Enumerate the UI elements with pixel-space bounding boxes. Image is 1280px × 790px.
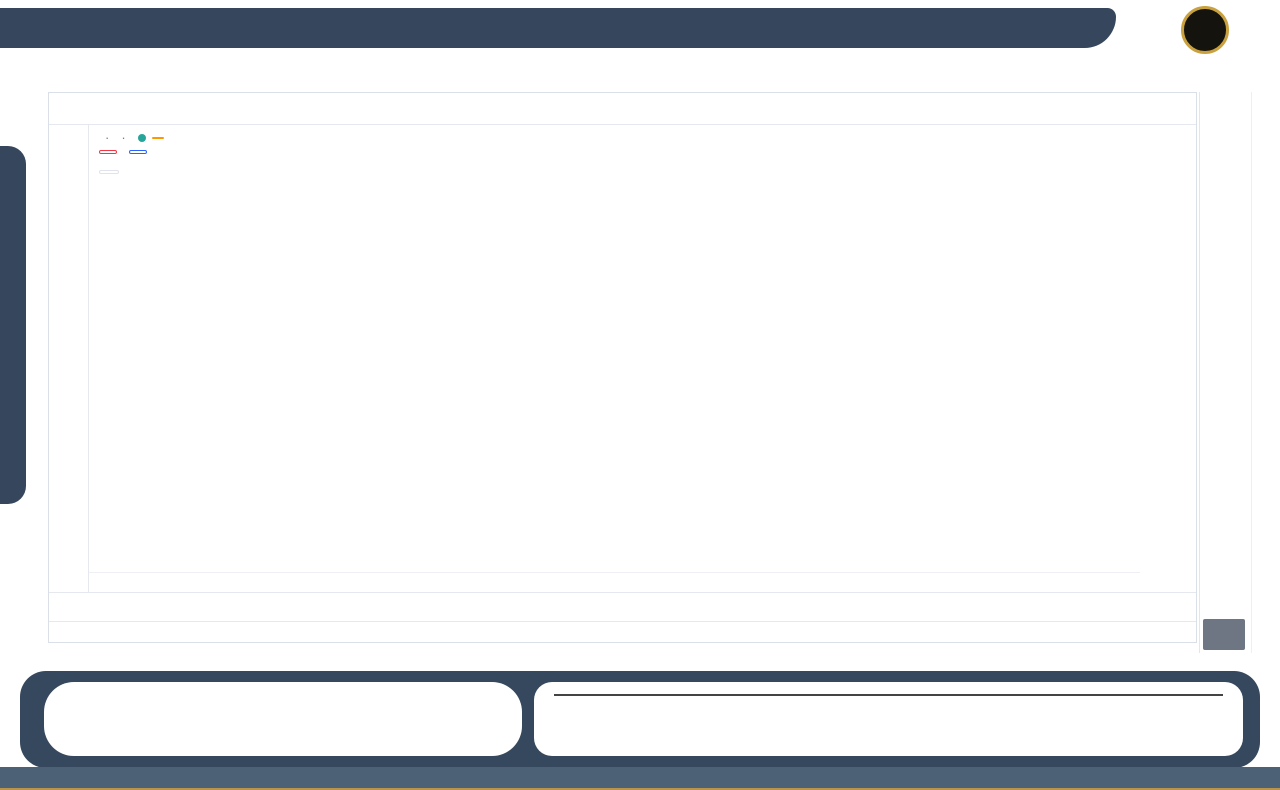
bid-button[interactable]	[99, 150, 117, 154]
tradingview-widget: · ·	[48, 92, 1197, 643]
stock-pick-box	[44, 682, 522, 756]
data-mode-badge[interactable]	[151, 136, 164, 139]
right-sidebar	[1199, 92, 1252, 653]
commentary-divider	[554, 694, 1223, 696]
erdikha-logo	[1140, 6, 1276, 57]
gold-divider	[0, 788, 1280, 790]
erdikha-logo-icon	[1181, 6, 1229, 54]
server-clock-button[interactable]	[1203, 619, 1245, 650]
range-bar	[49, 592, 1196, 621]
price-scale[interactable]	[1140, 125, 1197, 592]
report-banner	[0, 8, 1116, 48]
chart-toolbar	[49, 93, 1196, 125]
chart-legend: · ·	[99, 130, 178, 175]
drawing-toolbar	[49, 125, 89, 592]
time-axis[interactable]	[89, 572, 1140, 592]
disclaimer-bar	[0, 767, 1280, 788]
ask-button[interactable]	[129, 150, 147, 154]
stock-pick-panel	[20, 671, 1260, 768]
price-chart[interactable]	[89, 125, 1140, 567]
left-accent-bar	[0, 146, 26, 504]
status-dot-icon	[137, 133, 146, 142]
bottom-tabs	[49, 621, 1196, 653]
chart-canvas[interactable]: · ·	[89, 125, 1140, 592]
commentary-box	[534, 682, 1243, 756]
indicators-collapse-button[interactable]	[99, 170, 119, 174]
